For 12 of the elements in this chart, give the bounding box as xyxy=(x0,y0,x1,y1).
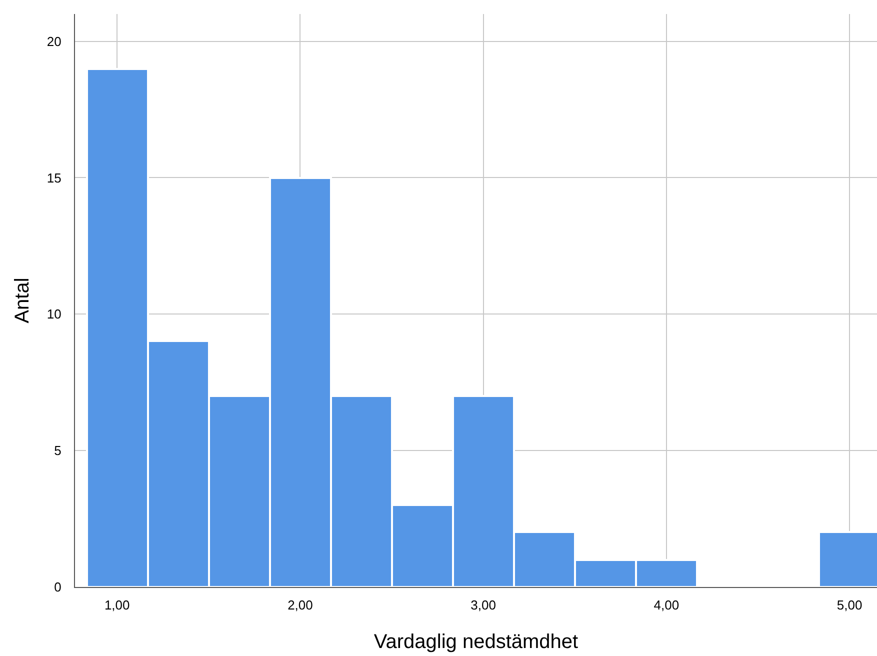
x-tick-label: 5,00 xyxy=(836,598,862,613)
y-tick-label: 5 xyxy=(54,443,62,458)
y-tick-label: 0 xyxy=(54,580,62,595)
y-axis-title: Antal xyxy=(11,278,34,324)
x-axis-title: Vardaglig nedstämdhet xyxy=(374,631,579,654)
y-tick-label: 10 xyxy=(46,306,62,322)
x-tick-label: 3,00 xyxy=(470,598,496,613)
x-tick-label: 1,00 xyxy=(104,598,130,613)
x-tick-label: 2,00 xyxy=(288,598,313,613)
y-tick-label: 15 xyxy=(46,170,62,186)
x-tick-label: 4,00 xyxy=(654,598,680,613)
y-tick-label: 20 xyxy=(46,34,62,49)
